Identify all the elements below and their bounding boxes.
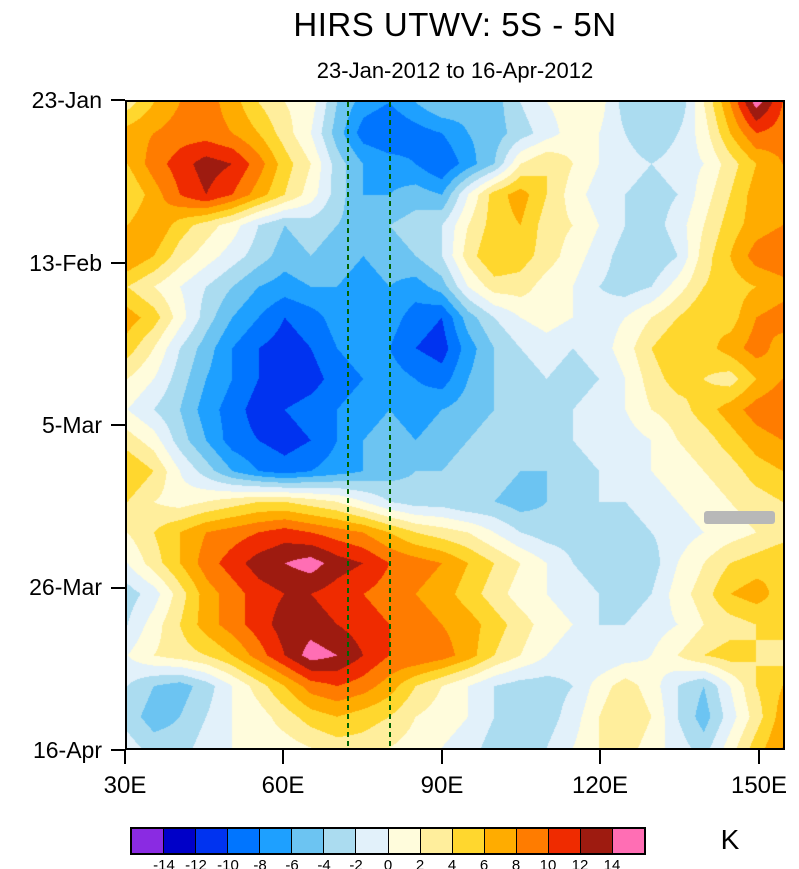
colorbar-tick-label: 6: [479, 857, 489, 869]
y-axis-tick-label: 13-Feb: [29, 250, 102, 276]
x-axis-tick-label: 60E: [261, 772, 305, 799]
x-axis-tick-mark: [124, 750, 126, 764]
colorbar-segment: [132, 829, 165, 853]
colorbar-segment: [388, 829, 421, 853]
colorbar-tick-label: 10: [539, 857, 557, 869]
colorbar-segment: [484, 829, 517, 853]
y-axis-tick-mark: [111, 749, 125, 751]
colorbar-tick-label: -10: [217, 857, 239, 869]
chart-title: HIRS UTWV: 5S - 5N: [293, 6, 617, 43]
y-axis-tick-mark: [111, 424, 125, 426]
colorbar-segment: [548, 829, 581, 853]
colorbar-tick-label: 4: [447, 857, 457, 869]
y-axis-tick-label: 23-Jan: [31, 87, 102, 113]
colorbar-segment: [356, 829, 389, 853]
x-axis-tick-mark: [440, 750, 443, 764]
plot-area: [125, 100, 785, 750]
colorbar-tick-label: -12: [185, 857, 207, 869]
colorbar-tick-label: -2: [349, 857, 363, 869]
y-axis-tick-mark: [111, 99, 125, 101]
y-axis-tick-label: 16-Apr: [32, 737, 102, 763]
colorbar-segment: [260, 829, 293, 853]
colorbar-tick-label: 8: [511, 857, 521, 869]
colorbar-segments: [130, 827, 646, 855]
colorbar-segment: [580, 829, 613, 853]
heatmap-canvas: [127, 102, 783, 748]
chart-subtitle: 23-Jan-2012 to 16-Apr-2012: [316, 58, 594, 83]
x-axis-tick-label: 30E: [103, 772, 147, 799]
colorbar-segment: [516, 829, 549, 853]
colorbar-segment: [164, 829, 197, 853]
colorbar-segment: [612, 829, 644, 853]
colorbar-segment: [452, 829, 485, 853]
y-axis-tick-label: 5-Mar: [41, 412, 102, 438]
y-axis-tick-mark: [111, 261, 125, 264]
y-axis-tick-mark: [111, 586, 125, 589]
colorbar: -14 -12 -10 -8 -6 -4 -2 0 2 4 6 8 10 12 14: [130, 827, 646, 869]
colorbar-tick-label: 2: [415, 857, 425, 869]
colorbar-unit-label: K: [720, 824, 740, 855]
x-axis-tick-label: 150E: [730, 772, 788, 799]
x-axis-tick-mark: [599, 750, 602, 764]
colorbar-segment: [420, 829, 453, 853]
x-axis-tick-mark: [757, 750, 760, 764]
colorbar-tick-label: 0: [383, 857, 393, 869]
x-axis-tick-mark: [282, 750, 285, 764]
x-axis-tick-label: 90E: [420, 772, 464, 799]
colorbar-segment: [292, 829, 325, 853]
colorbar-tick-label: -8: [253, 857, 267, 869]
x-axis-tick-label: 120E: [571, 772, 629, 799]
colorbar-labels: -14 -12 -10 -8 -6 -4 -2 0 2 4 6 8 10 12 14: [130, 855, 646, 869]
colorbar-segment: [196, 829, 229, 853]
colorbar-tick-label: -6: [285, 857, 299, 869]
colorbar-tick-label: 14: [603, 857, 621, 869]
y-axis-tick-label: 26-Mar: [29, 574, 102, 600]
colorbar-tick-label: 12: [571, 857, 589, 869]
colorbar-segment: [228, 829, 261, 853]
colorbar-tick-label: -14: [153, 857, 175, 869]
colorbar-segment: [324, 829, 357, 853]
colorbar-tick-label: -4: [317, 857, 331, 869]
